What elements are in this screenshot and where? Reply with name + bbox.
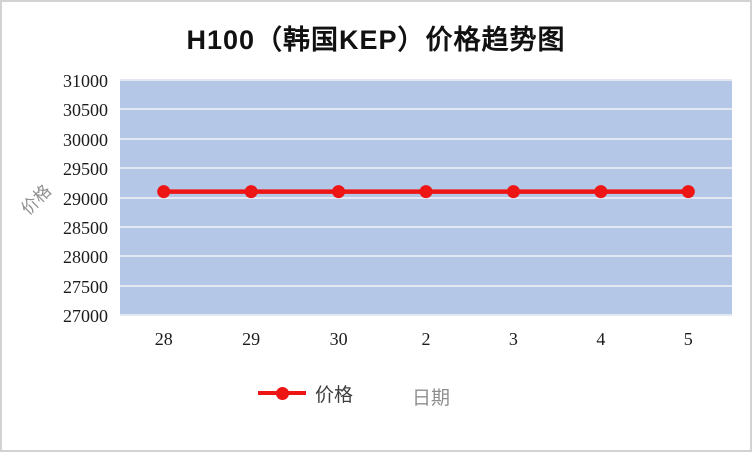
data-point-marker bbox=[506, 185, 520, 199]
gridline bbox=[120, 255, 732, 258]
x-tick-label: 4 bbox=[596, 329, 606, 349]
data-point-marker bbox=[157, 185, 171, 199]
gridline bbox=[120, 108, 732, 111]
y-tick-label: 30000 bbox=[63, 129, 108, 150]
x-tick-label: 29 bbox=[242, 329, 261, 349]
data-point-marker bbox=[419, 185, 433, 199]
x-tick-label: 30 bbox=[329, 329, 348, 349]
y-tick-label: 28500 bbox=[63, 217, 108, 238]
gridline bbox=[120, 225, 732, 228]
legend-dot-icon bbox=[276, 387, 289, 400]
x-tick-label: 28 bbox=[154, 329, 173, 349]
gridline bbox=[120, 284, 732, 287]
gridline bbox=[120, 314, 732, 316]
y-tick-label: 31000 bbox=[63, 71, 108, 91]
legend-label-price: 价格 bbox=[315, 384, 354, 406]
x-axis-title: 日期 bbox=[412, 388, 451, 409]
data-point-marker bbox=[681, 185, 695, 199]
legend-line-marker-swatch bbox=[258, 383, 306, 403]
chart-title: H100（韩国KEP）价格趋势图 bbox=[186, 25, 566, 55]
y-tick-label: 30500 bbox=[63, 100, 108, 121]
data-point-marker bbox=[244, 185, 258, 199]
x-tick-label: 5 bbox=[683, 329, 693, 349]
y-tick-label: 29500 bbox=[63, 159, 108, 180]
price-series bbox=[157, 185, 695, 199]
data-point-marker bbox=[594, 185, 608, 199]
y-tick-label: 27000 bbox=[63, 306, 108, 326]
gridline bbox=[120, 137, 732, 140]
y-tick-label: 27500 bbox=[63, 276, 108, 297]
data-point-marker bbox=[332, 185, 346, 199]
legend: 价格 bbox=[258, 383, 353, 406]
x-tick-label: 3 bbox=[508, 329, 518, 349]
gridline bbox=[120, 79, 732, 81]
y-tick-label: 29000 bbox=[63, 188, 108, 209]
gridline bbox=[120, 167, 732, 170]
plot-area bbox=[120, 79, 732, 316]
y-tick-label: 28000 bbox=[63, 247, 108, 268]
x-tick-label: 2 bbox=[421, 329, 431, 349]
